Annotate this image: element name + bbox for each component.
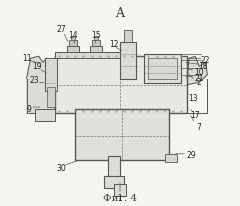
Text: 10: 10 [194, 68, 204, 77]
Bar [124, 30, 132, 42]
Bar [67, 46, 79, 58]
Text: A: A [115, 7, 125, 20]
Bar [108, 156, 120, 180]
Bar [75, 109, 169, 160]
Bar [69, 40, 77, 46]
Text: 1: 1 [118, 194, 122, 203]
Text: 30: 30 [56, 164, 66, 173]
Bar [165, 154, 177, 162]
Bar [91, 40, 100, 46]
Polygon shape [26, 56, 55, 113]
Bar [35, 109, 55, 121]
Bar [114, 184, 126, 197]
Bar [149, 58, 177, 79]
Polygon shape [187, 56, 207, 113]
Text: 22: 22 [201, 56, 210, 65]
Bar [144, 54, 181, 83]
Text: 29: 29 [186, 151, 196, 160]
Text: 14: 14 [68, 32, 78, 40]
Bar [47, 87, 55, 107]
Bar [90, 46, 102, 58]
Text: 15: 15 [91, 32, 100, 40]
Text: 17: 17 [190, 111, 200, 120]
Text: 19: 19 [32, 62, 42, 71]
Text: 12: 12 [109, 40, 119, 49]
Text: 11: 11 [22, 54, 31, 63]
Text: 13: 13 [188, 94, 198, 103]
Text: Фиг. 4: Фиг. 4 [103, 194, 137, 202]
Text: 27: 27 [56, 25, 66, 34]
Bar [104, 176, 124, 188]
Bar [55, 52, 120, 58]
Bar [94, 36, 98, 40]
Text: 7: 7 [197, 123, 202, 132]
Text: 23: 23 [30, 76, 39, 85]
Bar [45, 58, 57, 91]
Bar [55, 56, 187, 113]
Text: 9: 9 [26, 105, 31, 114]
Bar [120, 42, 136, 79]
Text: 21: 21 [194, 74, 204, 83]
Text: 18: 18 [198, 62, 208, 71]
Bar [71, 36, 75, 40]
Text: 2: 2 [197, 78, 202, 87]
